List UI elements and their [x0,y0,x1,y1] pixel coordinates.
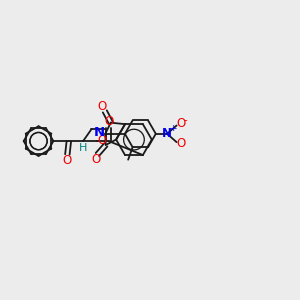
Text: N: N [94,126,105,140]
Text: O: O [98,134,107,147]
Text: O: O [98,100,107,112]
Text: N: N [162,127,172,140]
Text: O: O [91,153,100,166]
Text: H: H [79,142,87,153]
Text: O: O [176,137,185,150]
Text: -: - [183,116,187,125]
Text: O: O [104,115,113,128]
Text: O: O [176,117,186,130]
Text: O: O [63,154,72,167]
Text: +: + [169,124,176,133]
